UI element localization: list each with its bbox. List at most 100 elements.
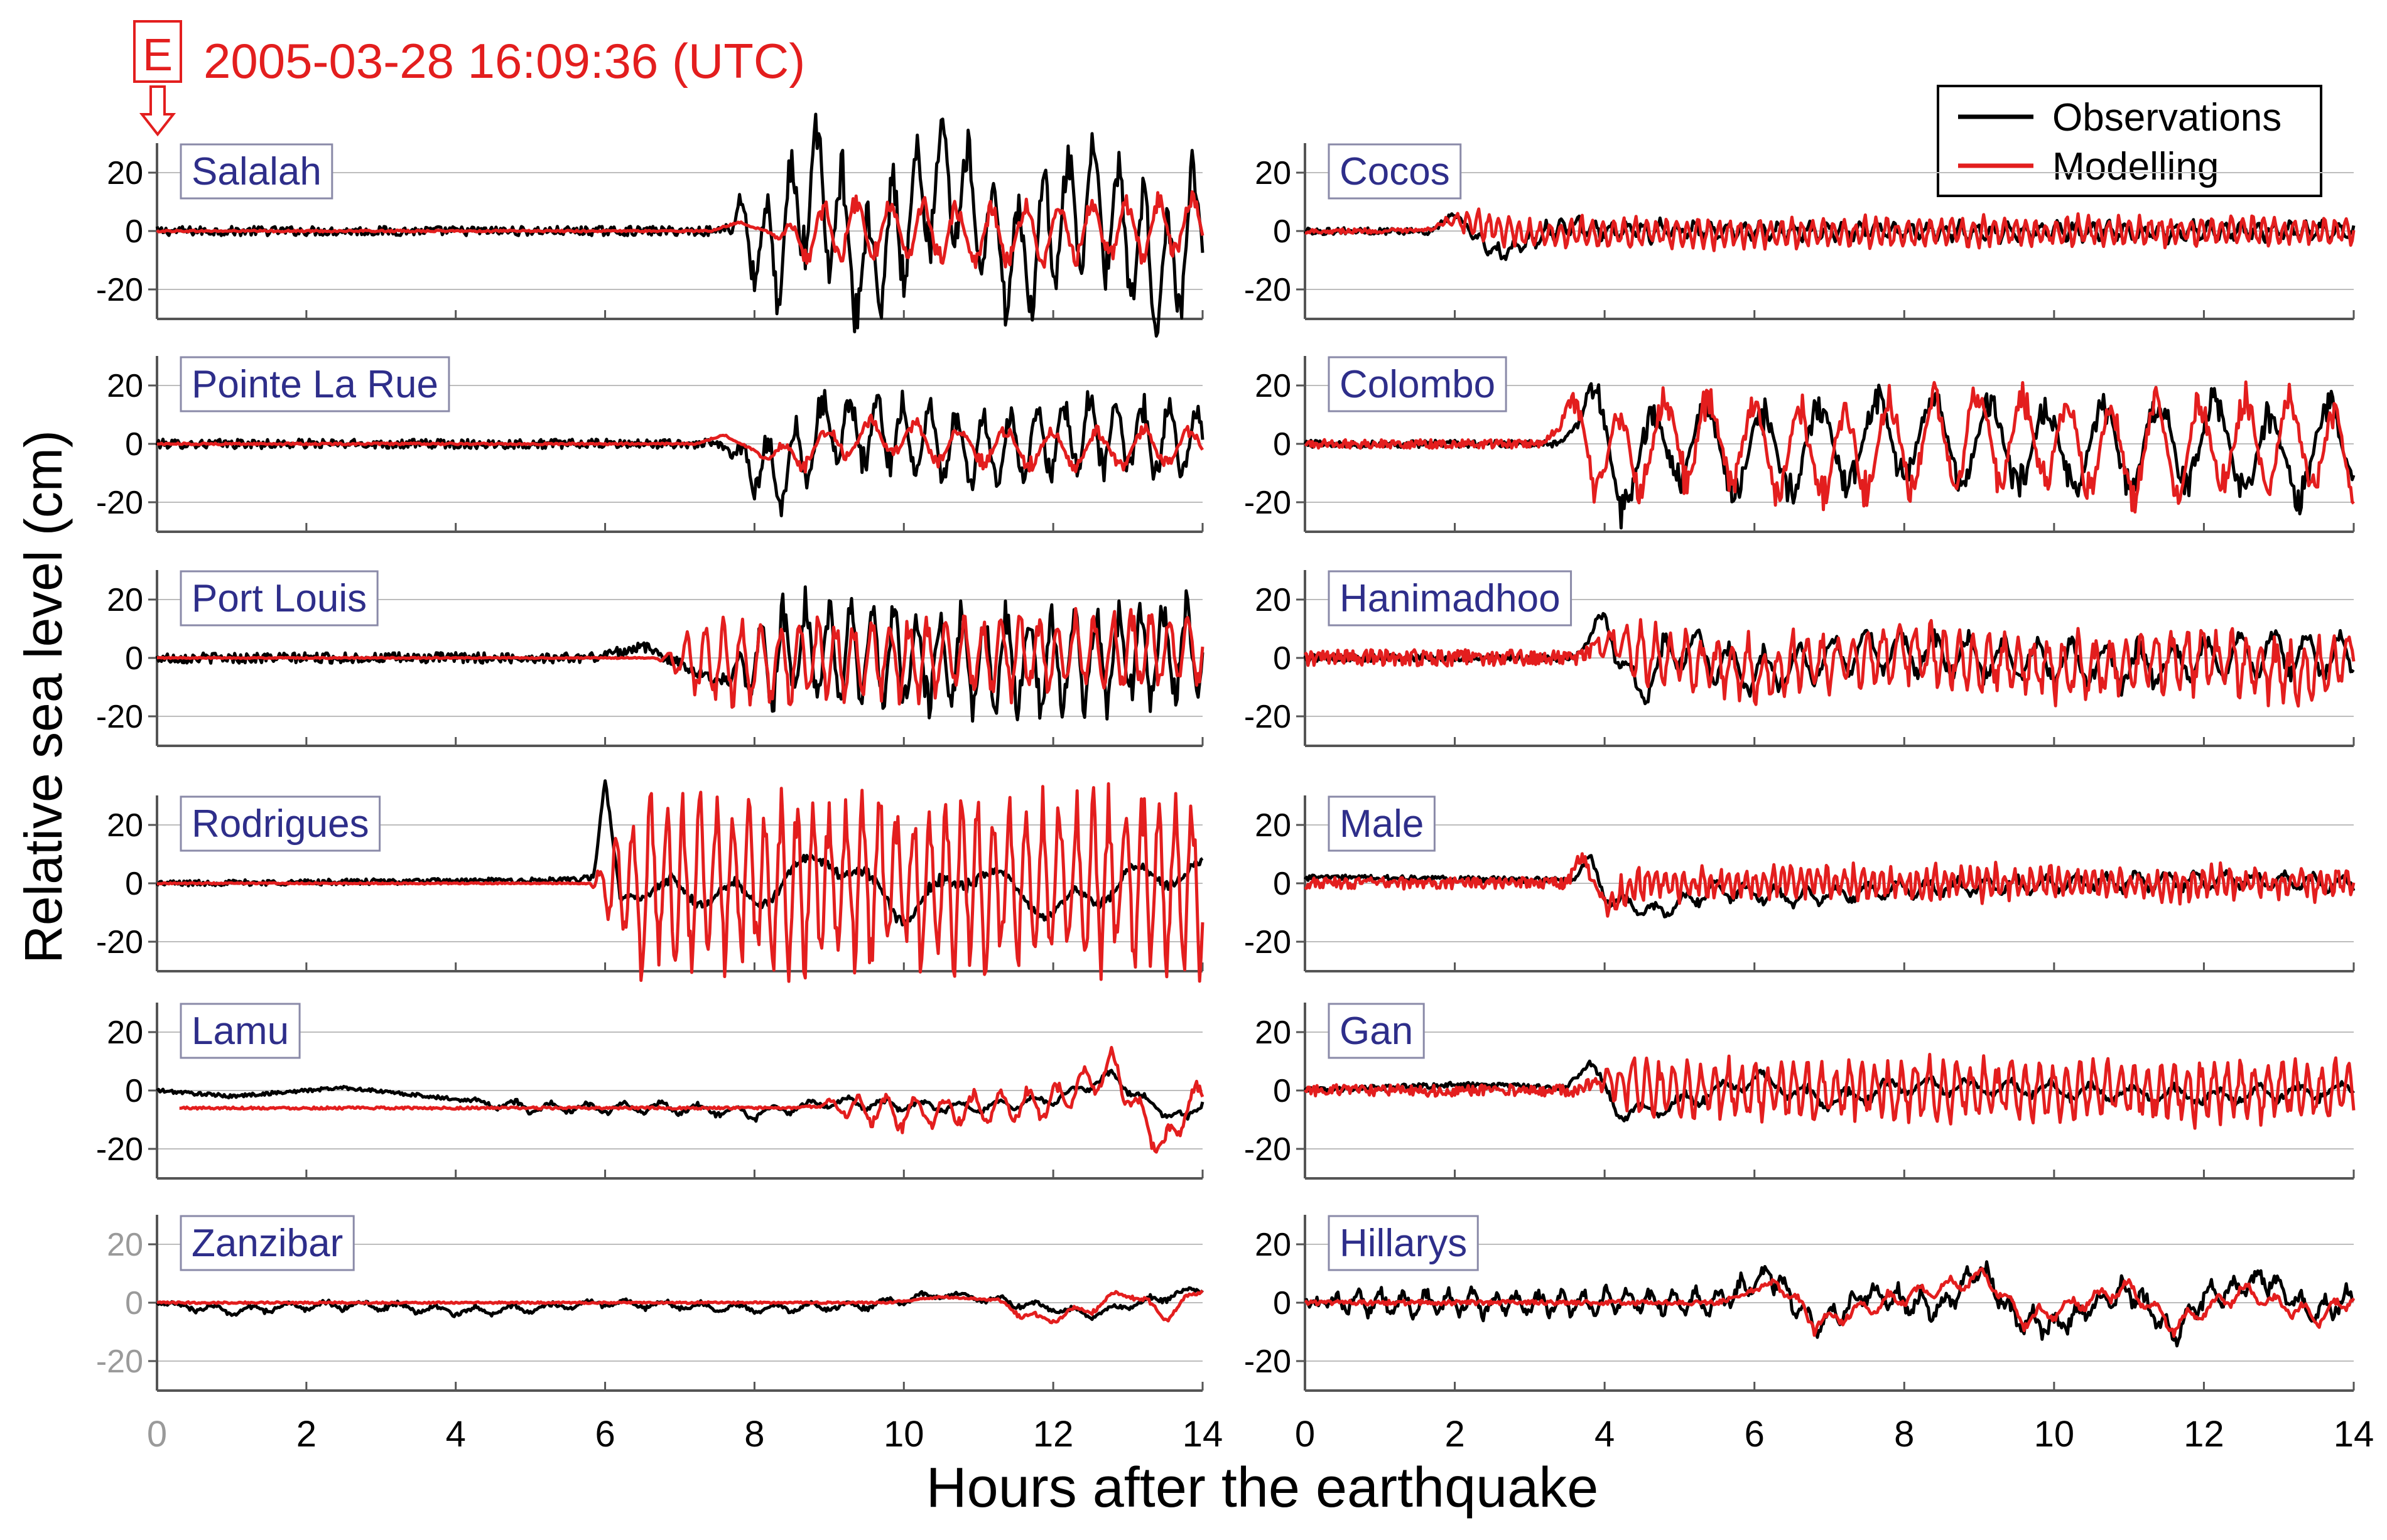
series-line-observations	[156, 1069, 1204, 1123]
series-line-modelling	[156, 606, 1204, 709]
station-label: Hanimadhoo	[1340, 577, 1561, 620]
x-tick-label: 6	[595, 1414, 615, 1455]
y-tick-label: 20	[107, 155, 143, 191]
series-line-modelling	[1304, 1267, 2356, 1338]
y-tick-label: 20	[1255, 1227, 1291, 1263]
panel-salalah: 20 0 -20 Salalah	[96, 112, 1204, 338]
event-marker-arrow-icon	[139, 85, 176, 137]
y-tick-label: 20	[107, 807, 143, 844]
y-tick-label: -20	[1244, 699, 1291, 735]
y-tick-label: 20	[1255, 807, 1291, 844]
x-tick-label: 0	[147, 1414, 167, 1455]
station-label: Port Louis	[192, 577, 367, 620]
y-tick-label: 0	[1273, 213, 1291, 250]
station-label: Hillarys	[1340, 1222, 1467, 1265]
panel-hanimadhoo: 20 0 -20 Hanimadhoo	[1244, 570, 2356, 747]
event-timestamp: 2005-03-28 16:09:36 (UTC)	[203, 33, 805, 89]
x-tick-label: 12	[2184, 1414, 2224, 1455]
series-line-modelling	[156, 782, 1204, 983]
x-tick-label: 4	[1594, 1414, 1615, 1455]
panel-port-louis: 20 0 -20 Port Louis	[96, 570, 1204, 747]
y-tick-label: -20	[96, 699, 143, 735]
event-marker: E	[133, 20, 182, 137]
panel-pointe-la-rue: 20 0 -20 Pointe La Rue	[96, 356, 1204, 533]
x-tick-label: 2	[296, 1414, 317, 1455]
y-tick-label: -20	[96, 272, 143, 308]
x-axis-title: Hours after the earthquake	[926, 1457, 1599, 1519]
station-label: Colombo	[1340, 363, 1495, 406]
series-line-modelling	[1304, 380, 2355, 514]
station-label: Cocos	[1340, 150, 1450, 193]
y-tick-label: 20	[107, 1015, 143, 1051]
panel-rodrigues: 20 0 -20 Rodrigues	[96, 779, 1204, 983]
y-tick-label: 0	[125, 1073, 143, 1109]
y-tick-label: 20	[1255, 368, 1291, 404]
panel-lamu: 20 0 -20 Lamu	[96, 1003, 1204, 1180]
station-label-box	[180, 356, 450, 412]
station-label: Rodrigues	[192, 802, 369, 846]
y-tick-label: -20	[1244, 272, 1291, 308]
station-label: Male	[1340, 802, 1424, 846]
station-label-box	[1328, 356, 1507, 412]
series-line-observations	[155, 112, 1204, 338]
event-marker-box	[133, 20, 182, 83]
y-tick-label: 0	[125, 866, 143, 902]
series-line-modelling	[156, 1289, 1204, 1325]
series-line-observations	[156, 1286, 1204, 1322]
y-tick-label: 0	[1273, 1073, 1291, 1109]
panel-gan: 20 0 -20 Gan	[1244, 1003, 2356, 1180]
y-tick-label: -20	[1244, 485, 1291, 521]
y-tick-label: -20	[1244, 1131, 1291, 1168]
station-label-box	[180, 1215, 355, 1271]
x-tick-label: 0	[1295, 1414, 1315, 1455]
series-line-observations	[1303, 611, 2355, 706]
series-line-modelling	[179, 1046, 1204, 1154]
panel-cocos: 20 0 -20 Cocos	[1244, 143, 2356, 320]
y-tick-label: -20	[96, 924, 143, 961]
y-tick-label: 0	[1273, 640, 1291, 677]
station-label-box	[180, 570, 379, 627]
y-tick-label: 20	[107, 368, 143, 404]
x-tick-label: 14	[1183, 1414, 1223, 1455]
series-line-modelling	[156, 413, 1204, 474]
x-tick-label: 12	[1033, 1414, 1074, 1455]
series-line-modelling	[156, 190, 1204, 269]
y-tick-label: -20	[96, 1343, 143, 1380]
y-axis-title: Relative sea level (cm)	[14, 430, 73, 964]
legend-observations-label: Observations	[2052, 96, 2281, 139]
y-tick-label: 20	[1255, 1015, 1291, 1051]
legend: Observations Modelling	[1937, 85, 2322, 197]
y-tick-label: 0	[125, 426, 143, 463]
x-tick-label: 2	[1444, 1414, 1464, 1455]
y-tick-label: 0	[125, 213, 143, 250]
y-tick-label: -20	[1244, 1343, 1291, 1380]
x-tick-label: 10	[884, 1414, 924, 1455]
y-tick-label: 0	[125, 1285, 143, 1322]
station-label-box	[1328, 1003, 1425, 1059]
station-label-box	[1328, 143, 1462, 200]
panel-male: 20 0 -20 Male	[1244, 795, 2356, 972]
x-tick-label: 6	[1745, 1414, 1765, 1455]
station-label-box	[180, 795, 381, 852]
station-label-box	[1328, 795, 1436, 852]
event-marker-label: E	[143, 30, 173, 80]
legend-box	[1937, 85, 2322, 197]
station-label-box	[180, 143, 333, 200]
station-label: Zanzibar	[192, 1222, 343, 1265]
y-tick-label: 20	[1255, 582, 1291, 618]
station-label: Pointe La Rue	[192, 363, 438, 406]
y-tick-label: -20	[96, 1131, 143, 1168]
x-tick-label: 14	[2334, 1414, 2374, 1455]
y-tick-label: 20	[107, 1227, 143, 1263]
station-label: Gan	[1340, 1010, 1413, 1053]
y-tick-label: 0	[1273, 866, 1291, 902]
station-label-box	[180, 1003, 301, 1059]
x-tick-label: 8	[744, 1414, 764, 1455]
y-tick-label: 0	[1273, 1285, 1291, 1322]
panel-colombo: 20 0 -20 Colombo	[1244, 356, 2356, 533]
series-line-modelling	[1304, 207, 2356, 252]
y-tick-label: 20	[107, 582, 143, 618]
